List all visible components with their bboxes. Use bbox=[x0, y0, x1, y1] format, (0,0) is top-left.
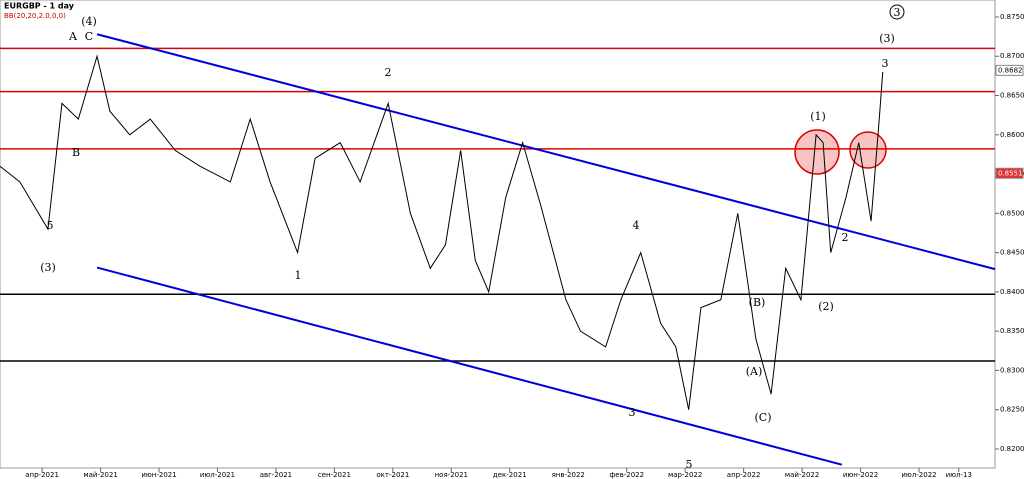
x-tick-label: июн-2021 bbox=[141, 471, 176, 479]
wave-label: 5 bbox=[47, 219, 54, 232]
x-tick-label: мар-2022 bbox=[668, 471, 702, 479]
wave-label: (3) bbox=[40, 261, 56, 274]
wave-label: (3) bbox=[879, 32, 895, 45]
wave-label: 4 bbox=[633, 219, 640, 232]
wave-label: B bbox=[72, 146, 80, 159]
y-tick-label: 0.8200 bbox=[1000, 445, 1024, 453]
y-tick-label: 0.8500 bbox=[1000, 209, 1024, 217]
y-tick-label: 0.8400 bbox=[1000, 288, 1024, 296]
price-line bbox=[0, 54, 884, 410]
y-tick-label: 0.8300 bbox=[1000, 366, 1024, 374]
x-tick-label: июл-2022 bbox=[901, 471, 936, 479]
x-tick-label: июл-2021 bbox=[200, 471, 235, 479]
x-tick-label: авг-2021 bbox=[260, 471, 292, 479]
channel-line bbox=[96, 266, 843, 466]
x-tick-label: апр-2022 bbox=[727, 471, 761, 479]
wave-circle bbox=[889, 4, 905, 20]
wave-label: (4) bbox=[81, 15, 97, 28]
wave-label: 3 bbox=[629, 406, 636, 419]
x-tick-label: май-2021 bbox=[83, 471, 117, 479]
y-tick-label: 0.8600 bbox=[1000, 131, 1024, 139]
price-tag-label: 0.8551 bbox=[998, 169, 1023, 177]
x-tick-label: июн-2022 bbox=[843, 471, 878, 479]
x-tick-label: май-2022 bbox=[785, 471, 819, 479]
x-tick-label: июл-13 bbox=[946, 471, 972, 479]
y-tick-label: 0.8450 bbox=[1000, 249, 1024, 257]
price-tag-label: 0.8682 bbox=[998, 66, 1023, 74]
wave-label: 3 bbox=[894, 6, 901, 19]
x-tick-label: апр-2021 bbox=[25, 471, 59, 479]
x-tick-label: дек-2021 bbox=[493, 471, 527, 479]
wave-label: 2 bbox=[385, 66, 392, 79]
wave-label: 3 bbox=[882, 57, 889, 70]
channel-line bbox=[96, 33, 996, 271]
wave-label: 2 bbox=[842, 231, 849, 244]
y-tick-label: 0.8650 bbox=[1000, 92, 1024, 100]
price-tag bbox=[995, 64, 1024, 76]
chart-title: EURGBP - 1 day bbox=[4, 2, 75, 11]
x-tick-label: ноя-2021 bbox=[435, 471, 468, 479]
wave-label: (C) bbox=[755, 411, 772, 424]
y-tick-label: 0.8700 bbox=[1000, 52, 1024, 60]
wave-label: (A) bbox=[746, 365, 763, 378]
x-tick-label: янв-2022 bbox=[552, 471, 585, 479]
wave-label: C bbox=[85, 30, 93, 43]
highlight-circle bbox=[794, 129, 840, 175]
wave-label: 5 bbox=[686, 458, 693, 471]
wave-label: A bbox=[68, 30, 78, 43]
wave-label: (1) bbox=[810, 110, 826, 123]
y-tick-label: 0.8750 bbox=[1000, 13, 1024, 21]
x-tick-label: сен-2021 bbox=[318, 471, 351, 479]
indicator-label: BB(20,20,2.0,0,0) bbox=[4, 12, 66, 20]
wave-label: 1 bbox=[295, 269, 302, 282]
y-tick-label: 0.8250 bbox=[1000, 406, 1024, 414]
x-tick-label: фев-2022 bbox=[609, 471, 644, 479]
wave-label: (B) bbox=[749, 296, 766, 309]
y-tick-label: 0.8350 bbox=[1000, 327, 1024, 335]
highlight-circle bbox=[849, 131, 887, 169]
price-tag bbox=[995, 167, 1024, 179]
x-tick-label: окт-2021 bbox=[376, 471, 409, 479]
wave-label: (2) bbox=[818, 300, 834, 313]
